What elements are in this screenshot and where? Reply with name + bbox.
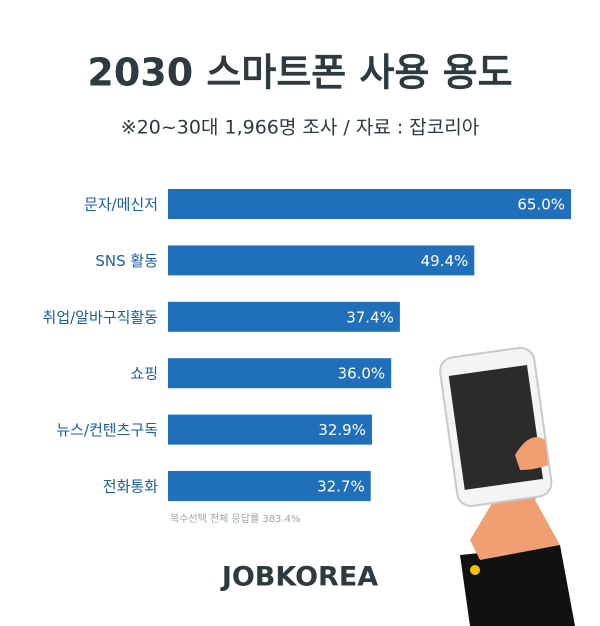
bar	[168, 245, 475, 276]
phone-illustration	[439, 346, 575, 626]
y-tick-label: 뉴스/컨텐츠구독	[56, 421, 158, 439]
phone-screen	[448, 364, 543, 490]
bar	[168, 358, 392, 389]
y-tick-label: 문자/메신저	[84, 196, 158, 214]
y-tick-label: 취업/알바구직활동	[43, 308, 159, 326]
value-label: 32.7%	[317, 478, 365, 496]
sleeve	[460, 545, 575, 626]
bar	[168, 414, 372, 445]
y-tick-label: SNS 활동	[95, 252, 158, 270]
bar	[168, 301, 400, 332]
brand: JOBKOREA	[220, 562, 378, 593]
value-label: 32.9%	[318, 421, 366, 439]
value-label: 36.0%	[338, 365, 386, 383]
value-label: 65.0%	[517, 196, 565, 214]
value-label: 37.4%	[346, 308, 394, 326]
y-tick-label: 쇼핑	[130, 365, 158, 383]
bar	[168, 471, 371, 501]
chart-subtitle: ※20~30대 1,966명 조사 / 자료 : 잡코리아	[121, 117, 479, 139]
note: 복수선택 전체 응답률 383.4%	[170, 513, 300, 525]
bar	[168, 189, 571, 219]
y-tick-label: 전화통화	[103, 478, 158, 496]
value-label: 49.4%	[421, 252, 469, 270]
button	[470, 565, 480, 575]
chart-title: 2030 스마트폰 사용 용도	[87, 51, 512, 95]
thumb	[515, 437, 548, 470]
